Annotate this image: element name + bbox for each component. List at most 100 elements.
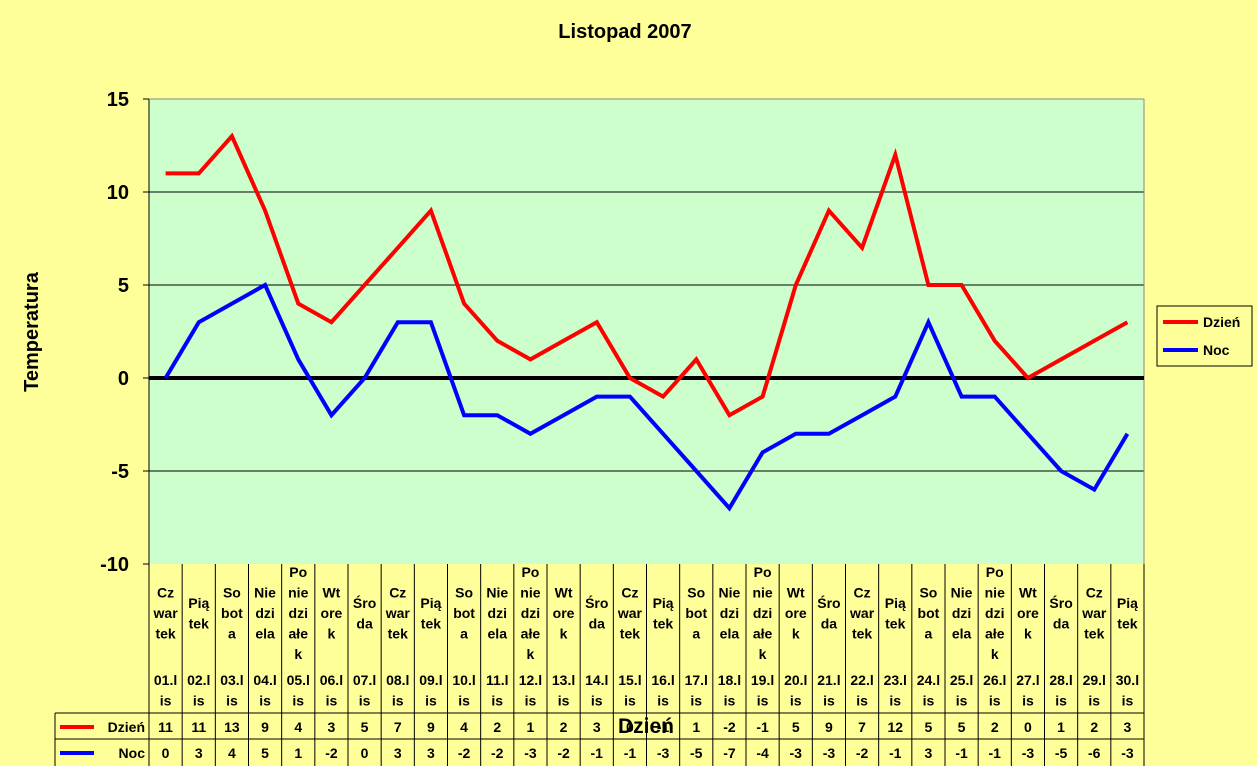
data-table: Czwartek01.lisPiątek02.lisSobota03.lisNi… [54, 564, 1145, 766]
x-tick-label: 02.l [187, 672, 210, 688]
x-tick-label: ela [720, 626, 740, 642]
x-tick-label: 16.l [651, 672, 674, 688]
x-tick-label: 29.l [1083, 672, 1106, 688]
x-tick-label: 15.l [618, 672, 641, 688]
x-tick-label: war [153, 605, 179, 621]
x-tick-label: is [989, 693, 1001, 709]
data-label: 13 [224, 719, 240, 735]
x-tick-label: is [292, 693, 304, 709]
y-tick-label: 0 [118, 368, 129, 390]
x-tick-label: is [259, 693, 271, 709]
x-tick-label: Śro [585, 594, 608, 611]
data-label: -1 [989, 745, 1002, 761]
x-tick-label: a [692, 626, 700, 642]
x-tick-label: is [790, 693, 802, 709]
x-tick-label: 03.l [220, 672, 243, 688]
x-tick-label: war [617, 605, 643, 621]
x-tick-label: da [589, 615, 606, 631]
x-tick-label: is [1122, 693, 1134, 709]
x-tick-label: is [856, 693, 868, 709]
x-tick-label: ela [952, 626, 972, 642]
data-label: -2 [325, 745, 338, 761]
x-tick-label: ałe [753, 626, 773, 642]
x-tick-label: is [160, 693, 172, 709]
legend: Dzień Noc [1156, 305, 1253, 367]
data-label: 11 [191, 719, 206, 735]
data-label: 3 [328, 719, 336, 735]
x-tick-label: is [392, 693, 404, 709]
x-tick-label: bot [685, 605, 707, 621]
x-tick-label: Nie [486, 585, 508, 601]
x-tick-label: 09.l [419, 672, 442, 688]
chart-title: Listopad 2007 [558, 21, 691, 43]
x-tick-label: is [923, 693, 935, 709]
x-tick-label: ela [488, 626, 508, 642]
x-tick-label: is [425, 693, 437, 709]
x-tick-label: 19.l [751, 672, 774, 688]
x-tick-label: nie [520, 585, 540, 601]
data-label: 4 [460, 719, 468, 735]
data-label: 5 [261, 745, 269, 761]
x-tick-label: is [956, 693, 968, 709]
data-label: -2 [458, 745, 471, 761]
x-tick-label: is [1022, 693, 1034, 709]
x-tick-label: Nie [951, 585, 973, 601]
x-tick-label: Śro [817, 594, 840, 611]
legend-label: Noc [1203, 342, 1230, 358]
data-label: 2 [991, 719, 999, 735]
x-tick-label: war [1081, 605, 1107, 621]
x-tick-label: k [328, 626, 336, 642]
x-tick-label: Wt [787, 585, 805, 601]
data-label: 3 [394, 745, 402, 761]
x-tick-label: Po [986, 564, 1004, 580]
x-tick-label: tek [852, 626, 872, 642]
series-lines [149, 132, 1144, 512]
data-label: 5 [361, 719, 369, 735]
data-label: -2 [723, 719, 736, 735]
x-tick-label: is [657, 693, 669, 709]
x-tick-label: ore [1017, 605, 1039, 621]
x-tick-label: So [223, 585, 241, 601]
x-tick-label: tek [421, 615, 441, 631]
data-label: 12 [887, 719, 903, 735]
data-label: 3 [593, 719, 601, 735]
x-tick-label: tek [155, 626, 175, 642]
x-tick-label: bot [221, 605, 243, 621]
series-line [165, 132, 1129, 418]
data-label: -2 [557, 745, 570, 761]
x-tick-label: is [889, 693, 901, 709]
x-tick-label: tek [1084, 626, 1104, 642]
x-tick-label: a [460, 626, 468, 642]
x-tick-label: dzi [985, 605, 1004, 621]
x-tick-label: is [690, 693, 702, 709]
plot-area [149, 99, 1144, 564]
y-tick-label: -10 [100, 554, 129, 576]
data-label: -5 [690, 745, 703, 761]
x-tick-label: Wt [555, 585, 573, 601]
data-label: 5 [792, 719, 800, 735]
data-label: -2 [491, 745, 504, 761]
x-tick-label: nie [752, 585, 772, 601]
x-tick-label: 22.l [850, 672, 873, 688]
x-tick-label: is [491, 693, 503, 709]
x-tick-label: 14.l [585, 672, 608, 688]
x-tick-label: 08.l [386, 672, 409, 688]
x-tick-label: 18.l [718, 672, 741, 688]
x-tick-label: ore [321, 605, 343, 621]
table-series-name: Noc [119, 745, 146, 761]
x-tick-label: Pią [1117, 595, 1138, 611]
data-label: -1 [955, 745, 968, 761]
x-tick-label: k [1024, 626, 1032, 642]
table-series-name: Dzień [108, 719, 145, 735]
data-label: 1 [1057, 719, 1065, 735]
x-tick-label: k [991, 646, 999, 662]
x-tick-label: 01.l [154, 672, 177, 688]
x-tick-label: ore [553, 605, 575, 621]
x-tick-label: k [792, 626, 800, 642]
x-tick-label: dzi [720, 605, 739, 621]
x-tick-label: 30.l [1116, 672, 1139, 688]
x-tick-label: da [821, 615, 838, 631]
data-label: 11 [158, 719, 173, 735]
data-label: 2 [493, 719, 501, 735]
